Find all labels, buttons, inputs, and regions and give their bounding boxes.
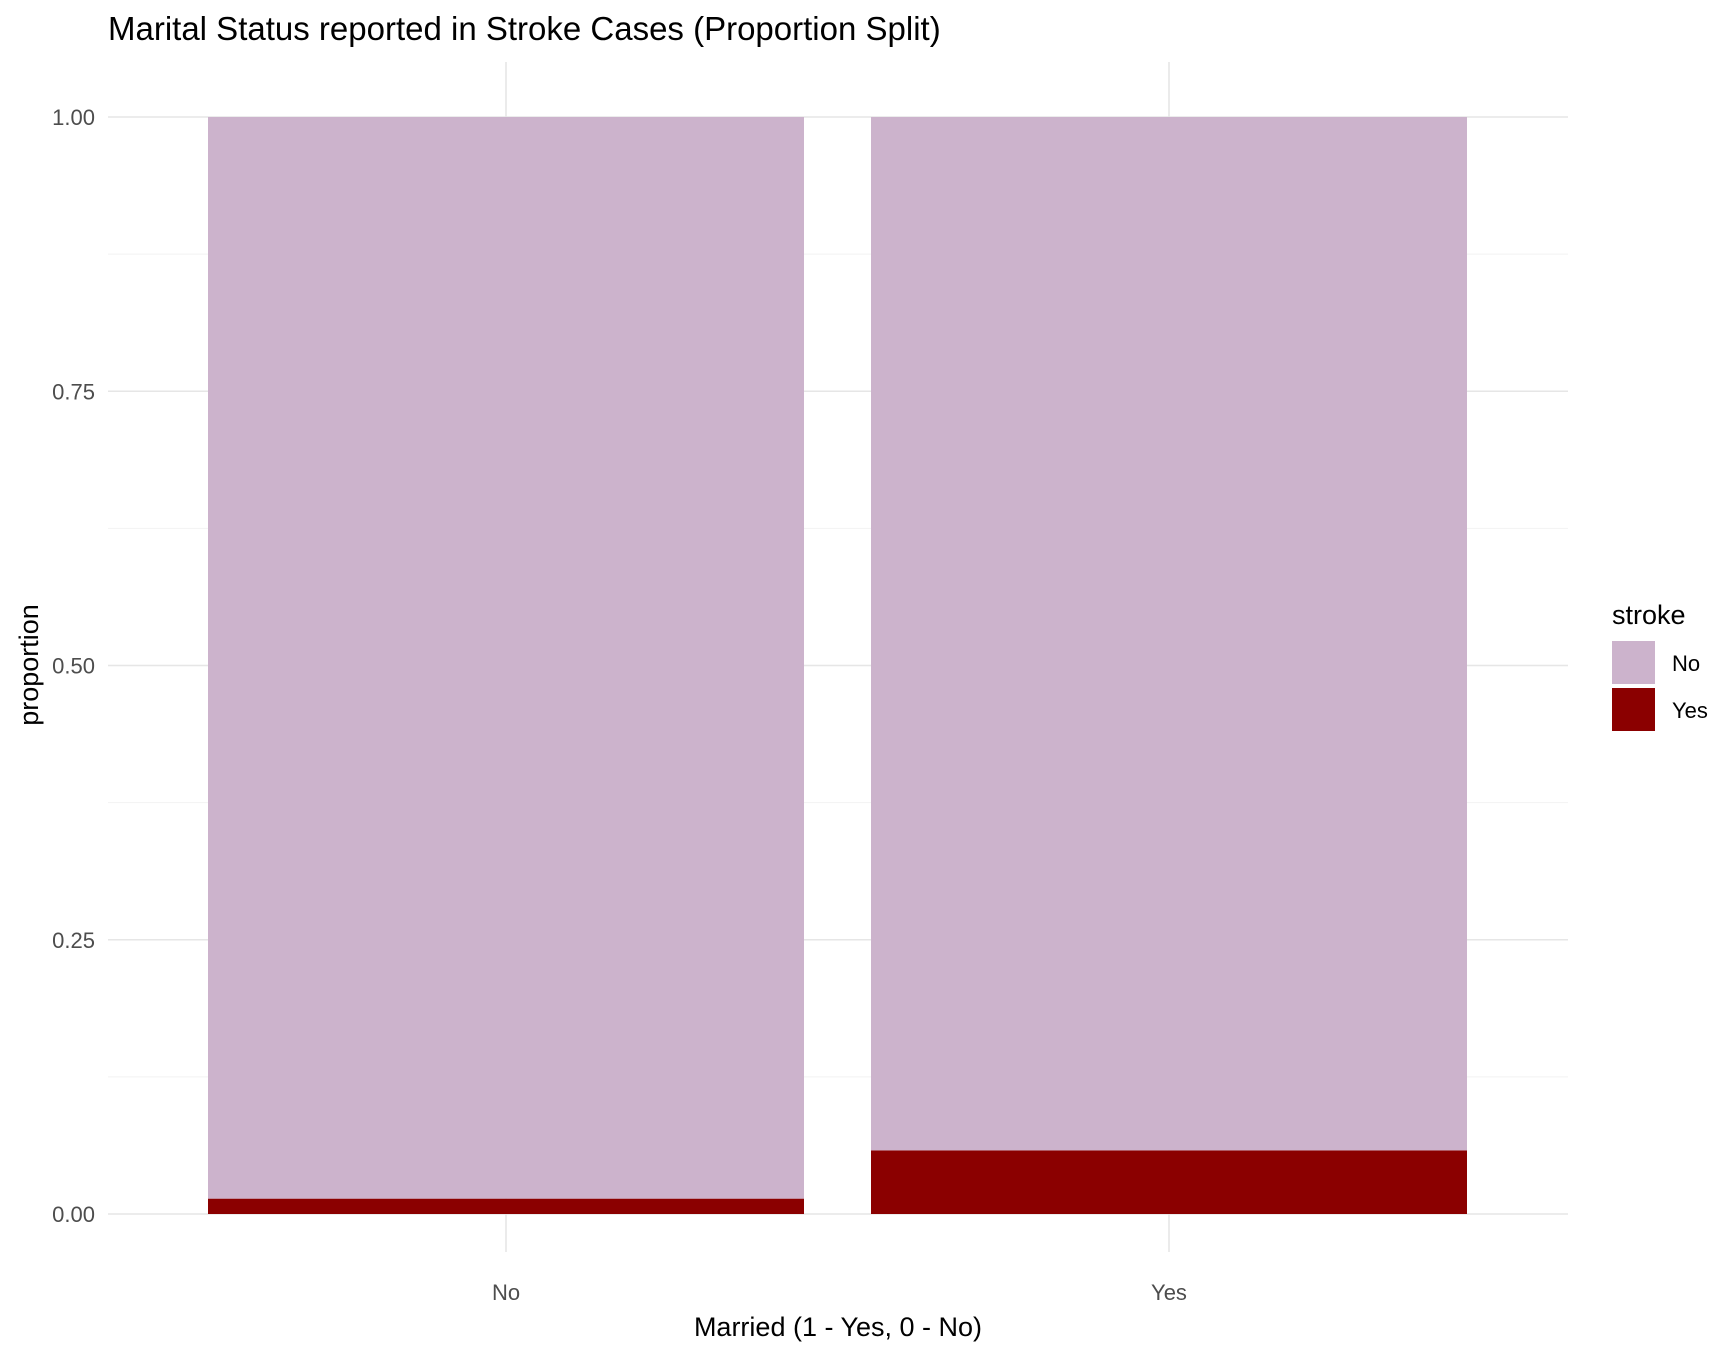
x-tick-label: Yes xyxy=(1151,1280,1187,1305)
legend-label-yes: Yes xyxy=(1672,698,1708,723)
x-tick-label: No xyxy=(492,1280,520,1305)
bars-layer xyxy=(208,117,1467,1214)
y-tick-label: 1.00 xyxy=(52,105,95,130)
y-tick-label: 0.00 xyxy=(52,1202,95,1227)
bar-segment-no-stroke-yes xyxy=(208,1198,804,1214)
bar-segment-no-stroke-no xyxy=(208,117,804,1199)
legend-title: stroke xyxy=(1612,600,1686,630)
legend: stroke No Yes xyxy=(1612,600,1708,731)
bar-segment-yes-stroke-yes xyxy=(871,1150,1467,1214)
legend-label-no: No xyxy=(1672,651,1700,676)
legend-key-no xyxy=(1612,641,1655,684)
y-tick-label: 0.75 xyxy=(52,379,95,404)
tick-labels-layer: 0.00 0.25 0.50 0.75 1.00 No Yes xyxy=(52,105,1187,1305)
y-tick-label: 0.25 xyxy=(52,928,95,953)
y-axis-title: proportion xyxy=(14,604,44,726)
legend-key-yes xyxy=(1612,688,1655,731)
chart-title: Marital Status reported in Stroke Cases … xyxy=(108,10,941,47)
y-tick-label: 0.50 xyxy=(52,654,95,679)
bar-segment-yes-stroke-no xyxy=(871,117,1467,1151)
x-axis-title: Married (1 - Yes, 0 - No) xyxy=(694,1312,982,1342)
